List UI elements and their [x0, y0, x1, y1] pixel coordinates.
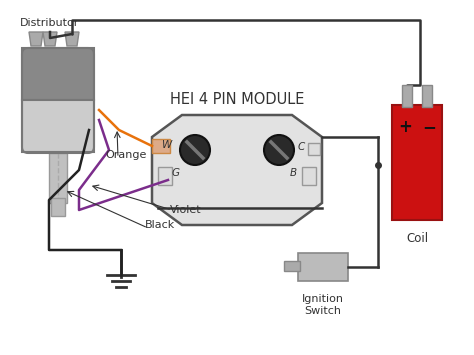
Text: Distributor: Distributor [20, 18, 79, 28]
Bar [392, 105, 442, 220]
Polygon shape [43, 32, 57, 46]
Text: Orange: Orange [105, 150, 146, 160]
Text: B: B [290, 168, 297, 178]
Bar [22, 100, 94, 152]
Polygon shape [152, 115, 322, 225]
Text: −: − [422, 118, 436, 136]
Bar [284, 261, 300, 271]
Text: Coil: Coil [406, 232, 428, 245]
Text: G: G [172, 168, 180, 178]
Bar [302, 167, 316, 185]
Text: HEI 4 PIN MODULE: HEI 4 PIN MODULE [170, 92, 304, 107]
Polygon shape [29, 32, 43, 46]
Circle shape [264, 135, 294, 165]
Bar [422, 85, 432, 107]
Text: Violet: Violet [170, 205, 201, 215]
Bar [51, 198, 65, 216]
Bar [298, 253, 348, 281]
Bar [152, 139, 170, 153]
Circle shape [180, 135, 210, 165]
Bar [308, 143, 320, 155]
Text: +: + [398, 118, 412, 136]
Bar [402, 85, 412, 107]
Text: C: C [298, 142, 305, 152]
Text: Ignition
Switch: Ignition Switch [302, 294, 344, 316]
Polygon shape [65, 32, 79, 46]
Bar [158, 167, 172, 185]
Bar [49, 153, 67, 203]
Text: W: W [162, 140, 172, 150]
Bar [22, 48, 94, 100]
Text: Black: Black [145, 220, 175, 230]
